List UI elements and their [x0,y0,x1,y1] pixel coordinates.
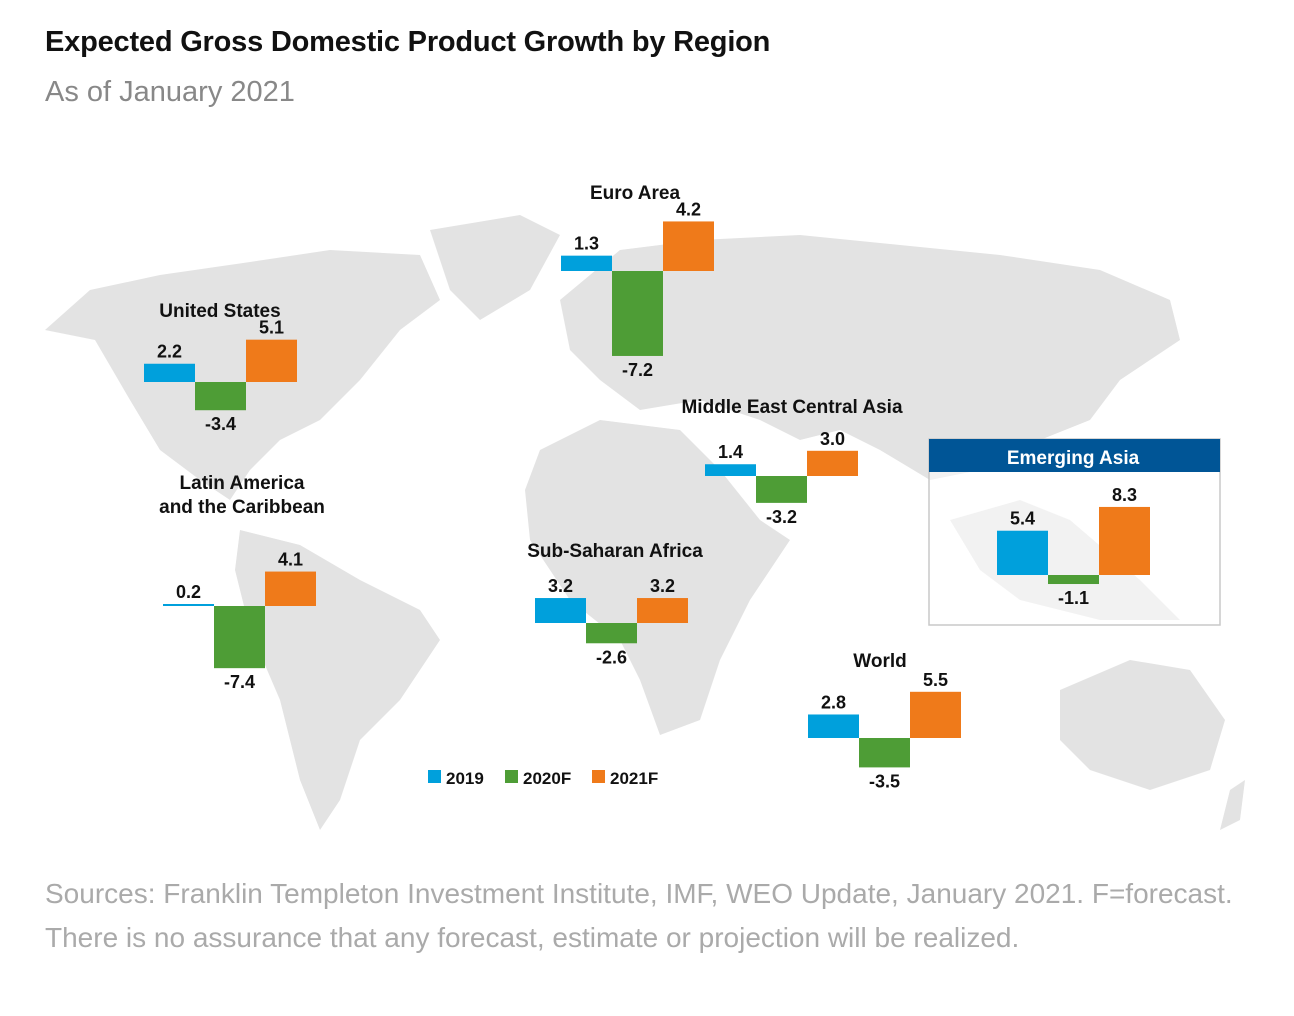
legend-swatch [505,770,518,783]
bar-2021f [246,339,297,382]
gdp-map-chart: United States 2.2 -3.4 5.1 Euro Area 1.3 -7.2 4… [45,183,1245,830]
emerging-asia-panel [928,438,1221,626]
data-label: -3.4 [205,414,236,434]
region-label: World [853,651,906,672]
region-group-euro-area: Euro Area 1.3 -7.2 4.2 [561,183,714,380]
data-label: -3.2 [766,507,797,527]
legend-label: 2021F [610,769,658,788]
legend-label: 2019 [446,769,484,788]
region-group-latin-america-and-the-caribbean: Latin America and the Caribbean 0.2 -7.4 4.1 [159,473,325,692]
data-label: -3.5 [869,771,900,791]
region-label: Euro Area [590,183,681,204]
region-group-united-states: United States 2.2 -3.4 5.1 [144,301,297,434]
data-label: 5.1 [259,318,284,338]
bar-2019 [535,598,586,623]
region-label: Middle East Central Asia [681,397,902,418]
data-label: 3.0 [820,429,845,449]
region-label: Emerging Asia [1007,448,1140,469]
bar-2021f [807,450,858,476]
data-label: 1.3 [574,234,599,254]
bar-2019 [808,714,859,738]
bar-2021f [663,221,714,271]
bar-2019 [997,530,1048,575]
region-group-emerging-asia: Emerging Asia 5.4 -1.1 8.3 [997,448,1150,608]
region-group-middle-east-central-asia: Middle East Central Asia 1.4 -3.2 3.0 [681,397,902,527]
map-north-america [45,250,440,500]
data-label: 2.8 [821,692,846,712]
region-label: Latin America [180,473,305,494]
chart-title: Expected Gross Domestic Product Growth b… [45,26,771,58]
bar-2021f [1099,506,1150,575]
bar-2019 [705,464,756,476]
data-label: -7.2 [622,360,653,380]
region-label: Sub-Saharan Africa [527,541,703,562]
source-note: Sources: Franklin Templeton Investment I… [45,878,1233,953]
data-label: -1.1 [1058,588,1089,608]
data-label: 4.2 [676,199,701,219]
region-label: and the Caribbean [159,497,325,518]
region-group-world: World 2.8 -3.5 5.5 [808,651,961,791]
data-label: 8.3 [1112,485,1137,505]
bar-2020f [756,476,807,503]
bar-2020f [612,271,663,356]
data-label: -7.4 [224,672,255,692]
data-label: 4.1 [278,550,303,570]
map-africa [525,420,790,735]
legend-swatch [592,770,605,783]
bar-2020f [195,382,246,411]
legend-label: 2020F [523,769,571,788]
data-label: 3.2 [548,576,573,596]
bar-2020f [586,623,637,644]
region-group-sub-saharan-africa: Sub-Saharan Africa 3.2 -2.6 3.2 [527,541,703,667]
data-label: 2.2 [157,342,182,362]
chart-subtitle: As of January 2021 [45,76,295,108]
data-label: 0.2 [176,582,201,602]
bar-2019 [561,255,612,271]
bar-2019 [163,604,214,606]
map-greenland [430,215,560,320]
data-label: 5.4 [1010,509,1035,529]
data-label: 3.2 [650,576,675,596]
legend-swatch [428,770,441,783]
map-new-zealand [1220,780,1245,830]
legend: 2019 2020F 2021F [428,769,658,788]
bar-2019 [144,363,195,382]
data-label: -2.6 [596,647,627,667]
bar-2021f [637,598,688,623]
map-australia [1060,660,1225,790]
region-label: United States [159,301,280,322]
map-eurasia [560,235,1180,480]
data-label: 5.5 [923,670,948,690]
bar-2021f [265,571,316,606]
bar-2021f [910,691,961,738]
bar-2020f [1048,575,1099,585]
data-label: 1.4 [718,442,743,462]
bar-2020f [214,606,265,669]
bar-2020f [859,738,910,768]
